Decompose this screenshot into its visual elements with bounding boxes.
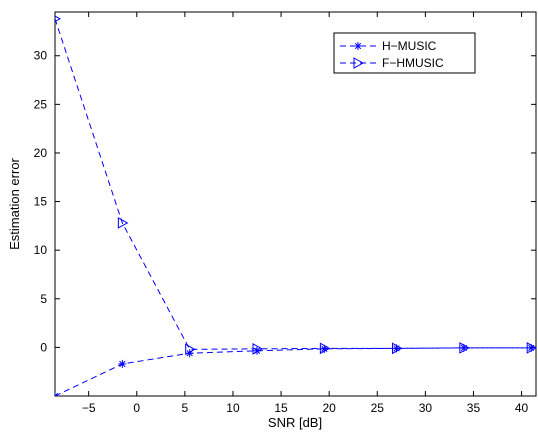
y-axis-label: Estimation error	[7, 157, 22, 249]
legend-label-0: H−MUSIC	[382, 39, 437, 53]
x-axis-label: SNR [dB]	[268, 415, 322, 430]
x-tick-label-1: 0	[133, 401, 140, 415]
series-1-point-3	[252, 343, 264, 355]
x-tick-label-8: 35	[467, 401, 481, 415]
legend-marker-0	[354, 42, 362, 50]
x-tick-label-0: −5	[82, 401, 96, 415]
series-line-1	[55, 18, 532, 350]
series-0-point-0	[55, 392, 59, 396]
series-1-point-0	[55, 15, 62, 23]
ticks: −5 0 5 10 15 20 25 30 35 40 0 5 10 15 20 25 30	[34, 12, 536, 415]
x-tick-label-6: 25	[371, 401, 385, 415]
y-tick-label-4: 20	[34, 146, 48, 160]
series-1-point-2	[185, 343, 196, 356]
y-tick-label-3: 15	[34, 195, 48, 209]
x-tick-label-7: 30	[419, 401, 433, 415]
legend: H−MUSIC F−HMUSIC	[333, 32, 476, 74]
x-tick-label-9: 40	[515, 401, 529, 415]
legend-marker-1	[353, 57, 365, 69]
series-1	[55, 15, 536, 356]
series-1-point-4	[319, 342, 331, 355]
x-tick-label-5: 20	[322, 401, 336, 415]
series-1-point-7	[526, 342, 536, 354]
y-tick-label-5: 25	[34, 97, 48, 111]
series-1-point-1	[117, 217, 129, 229]
y-tick-label-1: 5	[40, 292, 47, 306]
series-1-point-6	[459, 342, 470, 354]
x-tick-label-3: 10	[226, 401, 240, 415]
x-tick-label-2: 5	[182, 401, 189, 415]
series-layer	[55, 15, 536, 396]
series-1-point-5	[392, 342, 403, 355]
x-tick-label-4: 15	[274, 401, 288, 415]
plot-area	[54, 11, 537, 397]
legend-label-1: F−HMUSIC	[382, 56, 444, 70]
series-0-point-1	[118, 359, 127, 368]
y-tick-label-2: 10	[34, 243, 48, 257]
y-tick-label-0: 0	[40, 340, 47, 354]
y-tick-label-6: 30	[34, 49, 48, 63]
